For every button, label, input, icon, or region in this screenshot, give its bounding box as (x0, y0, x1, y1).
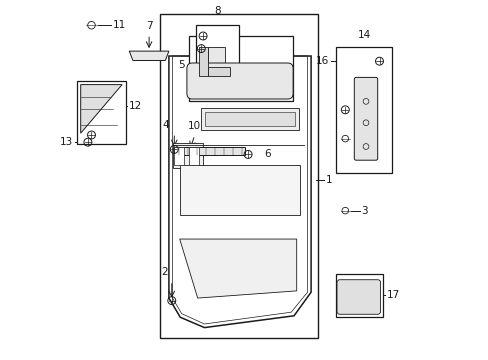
Bar (201, 108, 298, 130)
Bar (188, 36, 292, 101)
Bar (188, 147, 199, 165)
Bar (175, 147, 244, 155)
Text: 1: 1 (325, 175, 331, 185)
Bar (172, 143, 203, 168)
Text: 5: 5 (178, 60, 185, 70)
Text: 8: 8 (214, 6, 221, 16)
FancyBboxPatch shape (336, 280, 380, 314)
Bar (174, 147, 184, 165)
Polygon shape (179, 239, 296, 298)
Text: 16: 16 (315, 56, 328, 66)
Text: 13: 13 (60, 137, 73, 147)
Text: 7: 7 (145, 21, 152, 31)
Text: 6: 6 (264, 149, 270, 159)
Text: 14: 14 (357, 30, 370, 40)
Text: 11: 11 (113, 20, 126, 30)
Text: 2: 2 (161, 267, 167, 277)
Bar (204, 112, 294, 126)
Bar (336, 47, 391, 173)
Polygon shape (129, 51, 168, 60)
FancyBboxPatch shape (186, 63, 292, 99)
Text: 10: 10 (188, 121, 201, 131)
Polygon shape (168, 56, 310, 328)
Bar (160, 14, 318, 338)
Polygon shape (81, 85, 122, 133)
Bar (199, 47, 208, 76)
Text: 15: 15 (361, 134, 374, 144)
Text: 4: 4 (162, 120, 168, 130)
Bar (77, 81, 125, 144)
Bar (336, 274, 382, 317)
Bar (208, 47, 224, 63)
Text: 9: 9 (230, 35, 236, 45)
Bar (196, 25, 239, 79)
Text: 3: 3 (361, 206, 367, 216)
Bar (179, 165, 300, 215)
Text: 12: 12 (129, 101, 142, 111)
FancyBboxPatch shape (354, 77, 377, 160)
Text: 17: 17 (386, 290, 399, 300)
Bar (208, 67, 230, 76)
